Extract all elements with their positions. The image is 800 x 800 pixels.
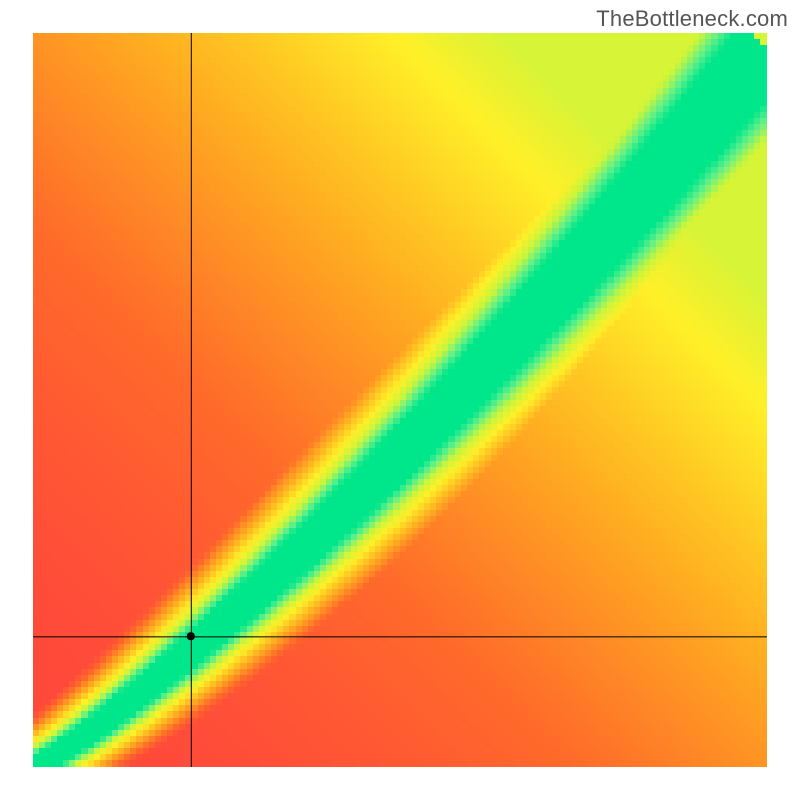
bottleneck-heatmap: [33, 33, 767, 767]
watermark-text: TheBottleneck.com: [596, 6, 788, 32]
heatmap-canvas: [33, 33, 767, 767]
